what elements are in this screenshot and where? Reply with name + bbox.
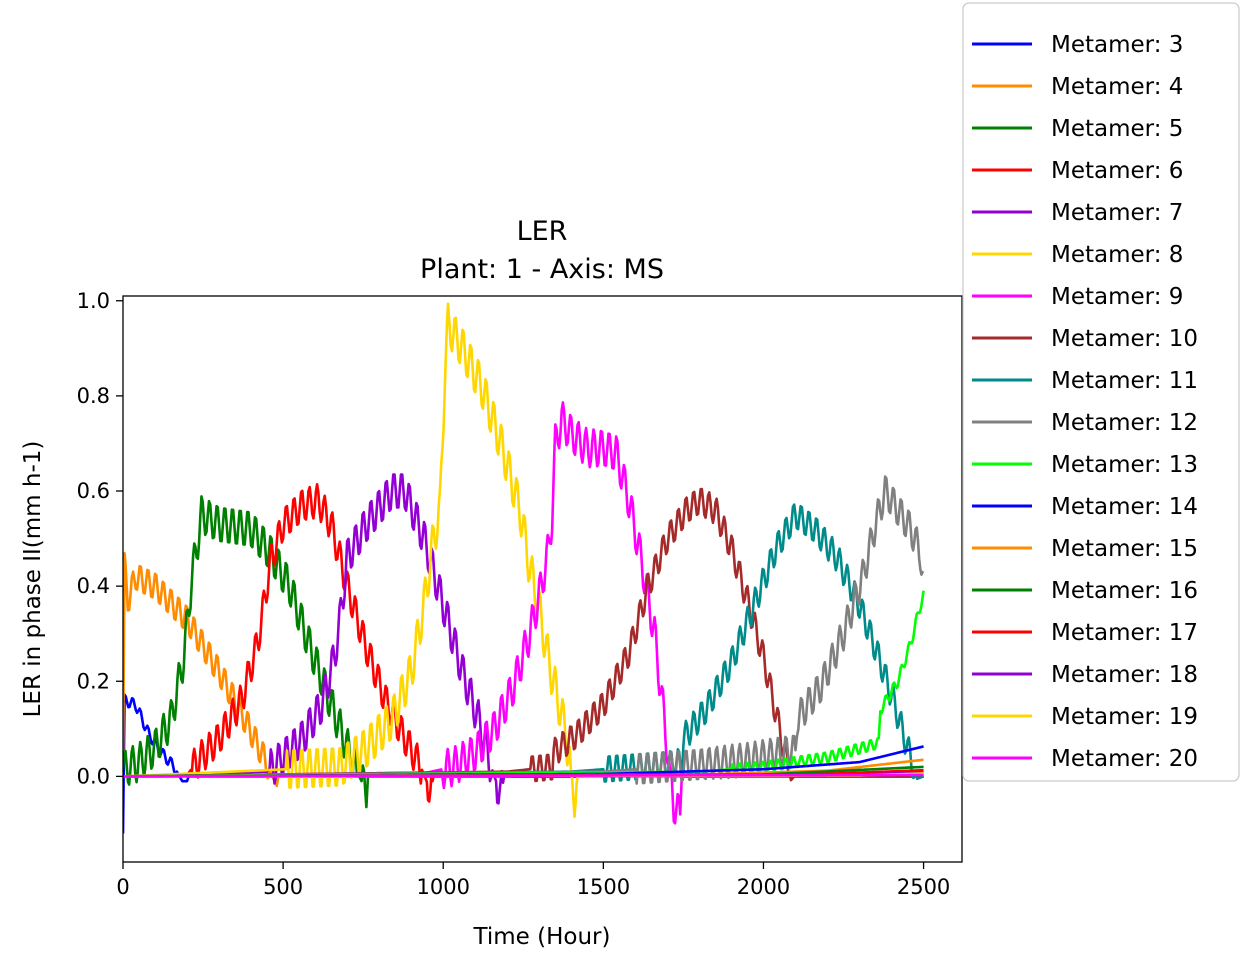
series-line-13 bbox=[123, 590, 925, 778]
x-tick-label: 2500 bbox=[897, 875, 950, 899]
legend-label: Metamer: 19 bbox=[1051, 704, 1198, 730]
legend-label: Metamer: 8 bbox=[1051, 242, 1183, 268]
legend-label: Metamer: 20 bbox=[1051, 746, 1198, 772]
legend-label: Metamer: 6 bbox=[1051, 158, 1183, 184]
legend: Metamer: 3 Metamer: 4 Metamer: 5 Metamer: 6… bbox=[962, 2, 1240, 782]
series-line-4 bbox=[123, 552, 924, 788]
x-tick-label: 500 bbox=[263, 875, 303, 899]
legend-label: Metamer: 11 bbox=[1051, 368, 1198, 394]
legend-label: Metamer: 7 bbox=[1051, 200, 1183, 226]
y-tick-label: 0.4 bbox=[77, 574, 110, 598]
y-tick-label: 0.8 bbox=[77, 384, 110, 408]
legend-label: Metamer: 18 bbox=[1051, 662, 1198, 688]
legend-label: Metamer: 12 bbox=[1051, 410, 1198, 436]
y-axis: 0.0 0.2 0.4 0.6 0.8 1.0 bbox=[77, 289, 123, 788]
series-line-20 bbox=[123, 773, 924, 778]
legend-label: Metamer: 15 bbox=[1051, 536, 1198, 562]
chart-subtitle: Plant: 1 - Axis: MS bbox=[420, 254, 664, 285]
legend-label: Metamer: 14 bbox=[1051, 494, 1198, 520]
legend-label: Metamer: 3 bbox=[1051, 32, 1183, 58]
series-line-8 bbox=[123, 302, 924, 819]
legend-box bbox=[962, 2, 1240, 782]
legend-label: Metamer: 10 bbox=[1051, 326, 1198, 352]
x-tick-label: 1000 bbox=[417, 875, 470, 899]
legend-label: Metamer: 5 bbox=[1051, 116, 1183, 142]
x-tick-label: 1500 bbox=[577, 875, 630, 899]
plot-area-frame bbox=[122, 295, 963, 863]
legend-label: Metamer: 17 bbox=[1051, 620, 1198, 646]
x-tick-label: 0 bbox=[116, 875, 129, 899]
series-lines bbox=[123, 302, 925, 834]
legend-label: Metamer: 9 bbox=[1051, 284, 1183, 310]
y-tick-label: 0.2 bbox=[77, 669, 110, 693]
chart-title: LER bbox=[517, 216, 568, 247]
y-axis-label: LER in phase II(mm h-1) bbox=[20, 441, 46, 718]
legend-label: Metamer: 4 bbox=[1051, 74, 1183, 100]
y-tick-label: 0.6 bbox=[77, 479, 110, 503]
x-axis: 0 500 1000 1500 2000 2500 bbox=[116, 862, 950, 899]
x-tick-label: 2000 bbox=[737, 875, 790, 899]
x-axis-label: Time (Hour) bbox=[473, 924, 611, 950]
y-tick-label: 0.0 bbox=[77, 764, 110, 788]
legend-label: Metamer: 16 bbox=[1051, 578, 1198, 604]
legend-label: Metamer: 13 bbox=[1051, 452, 1198, 478]
y-tick-label: 1.0 bbox=[77, 289, 110, 313]
